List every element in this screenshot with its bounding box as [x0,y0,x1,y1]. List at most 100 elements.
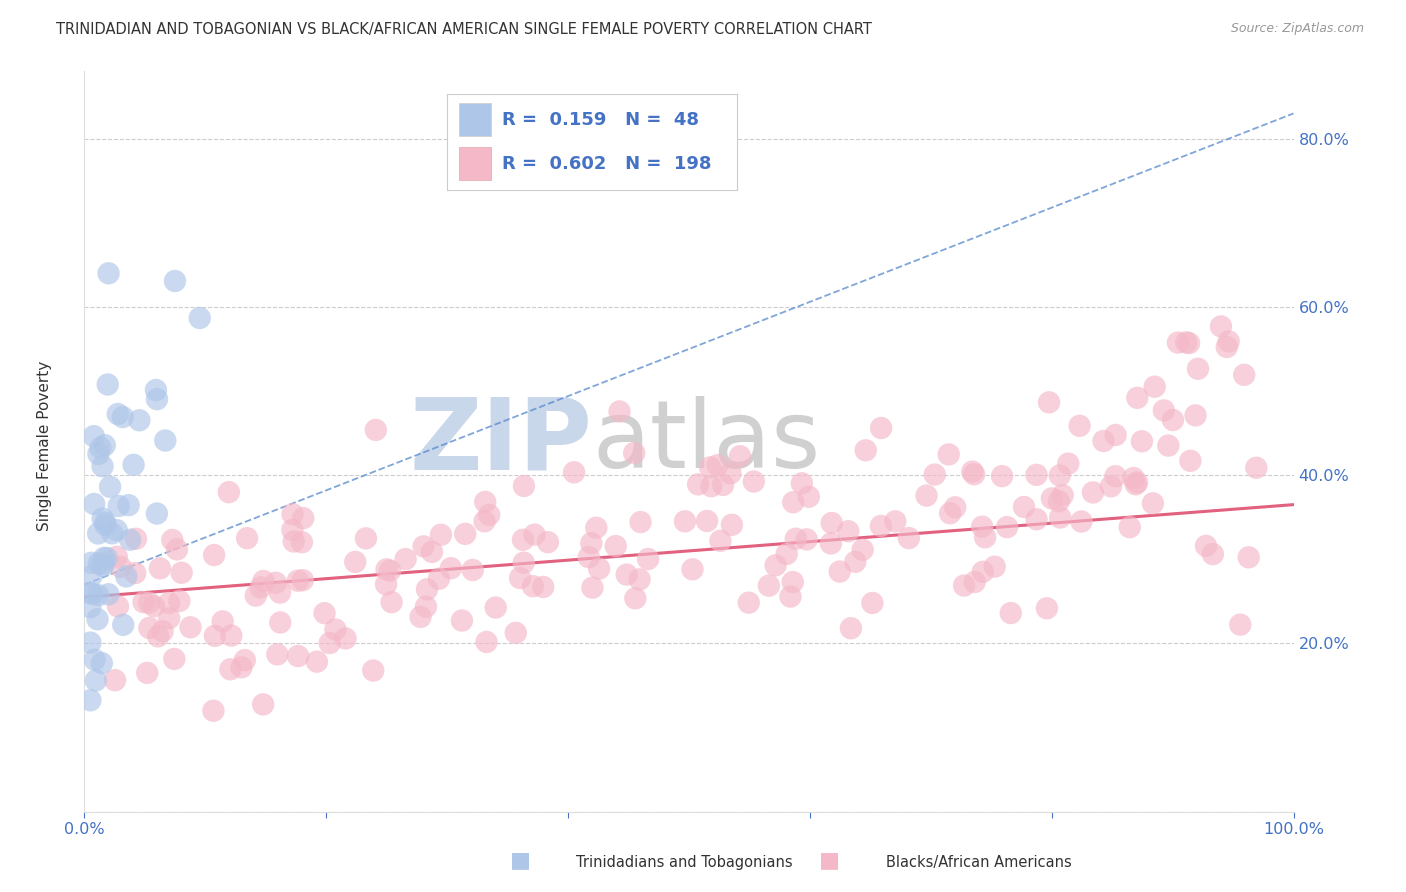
Point [782,495,804,509]
Point [821,516,844,530]
Point [953,578,976,592]
Point [143,599,166,614]
Point [1122,471,1144,485]
Point [522,579,544,593]
Point [415,599,437,614]
Text: Source: ZipAtlas.com: Source: ZipAtlas.com [1230,22,1364,36]
Point [105,549,128,564]
Point [82,587,104,601]
Point [202,548,225,562]
Point [236,531,259,545]
Point [1038,395,1060,409]
Point [1143,380,1166,394]
Point [361,664,384,678]
Point [93,550,115,565]
Point [728,449,751,463]
Point [281,523,304,537]
Point [963,467,986,482]
Point [796,533,818,547]
Point [1119,520,1142,534]
Point [149,561,172,575]
Point [624,591,647,606]
Point [1246,460,1268,475]
Point [91,558,114,573]
Point [1025,467,1047,482]
Point [97,587,120,601]
Point [427,572,450,586]
Point [1233,368,1256,382]
Point [1202,547,1225,561]
Point [305,655,328,669]
Point [1104,428,1126,442]
Point [146,507,169,521]
Point [1040,491,1063,506]
Point [128,413,150,427]
Point [1099,479,1122,493]
Point [720,467,742,481]
Point [87,556,110,570]
Point [125,532,148,546]
Point [844,555,866,569]
Point [513,556,536,570]
Point [157,596,180,610]
Point [412,540,434,554]
Point [1178,336,1201,351]
Point [249,580,271,594]
Point [202,704,225,718]
Point [344,555,367,569]
Point [97,266,120,280]
Point [1153,403,1175,417]
Text: TRINIDADIAN AND TOBAGONIAN VS BLACK/AFRICAN AMERICAN SINGLE FEMALE POVERTY CORRE: TRINIDADIAN AND TOBAGONIAN VS BLACK/AFRI… [56,22,872,37]
Point [440,561,463,575]
Point [1216,340,1239,354]
Point [1036,601,1059,615]
Point [474,495,496,509]
Point [939,506,962,520]
Point [221,628,243,642]
Point [233,653,256,667]
Point [938,447,960,461]
Point [291,573,314,587]
Point [87,526,110,541]
Point [1012,500,1035,514]
Point [1209,319,1232,334]
Point [983,559,1005,574]
Point [537,535,560,549]
Text: atlas: atlas [592,395,821,488]
Text: ■: ■ [820,850,839,870]
Point [287,648,309,663]
Point [860,596,883,610]
Point [416,582,439,597]
Point [1130,434,1153,449]
Point [166,542,188,557]
Point [1157,439,1180,453]
Point [112,617,135,632]
Point [91,511,114,525]
Point [375,562,398,576]
Point [776,547,799,561]
Point [96,551,118,566]
Point [375,577,398,591]
Point [588,561,610,575]
Point [782,575,804,590]
Point [170,566,193,580]
Point [264,575,287,590]
Point [136,665,159,680]
Point [204,629,226,643]
Point [673,514,696,528]
Point [897,531,920,545]
Point [1125,477,1147,491]
Point [94,516,117,530]
Point [963,574,986,589]
Point [765,558,787,573]
Point [101,526,124,541]
Point [83,429,105,443]
Point [609,404,631,418]
Point [83,653,105,667]
Point [157,611,180,625]
Point [83,497,105,511]
Point [855,443,877,458]
Point [163,274,186,288]
Point [1049,468,1071,483]
Point [742,475,765,489]
